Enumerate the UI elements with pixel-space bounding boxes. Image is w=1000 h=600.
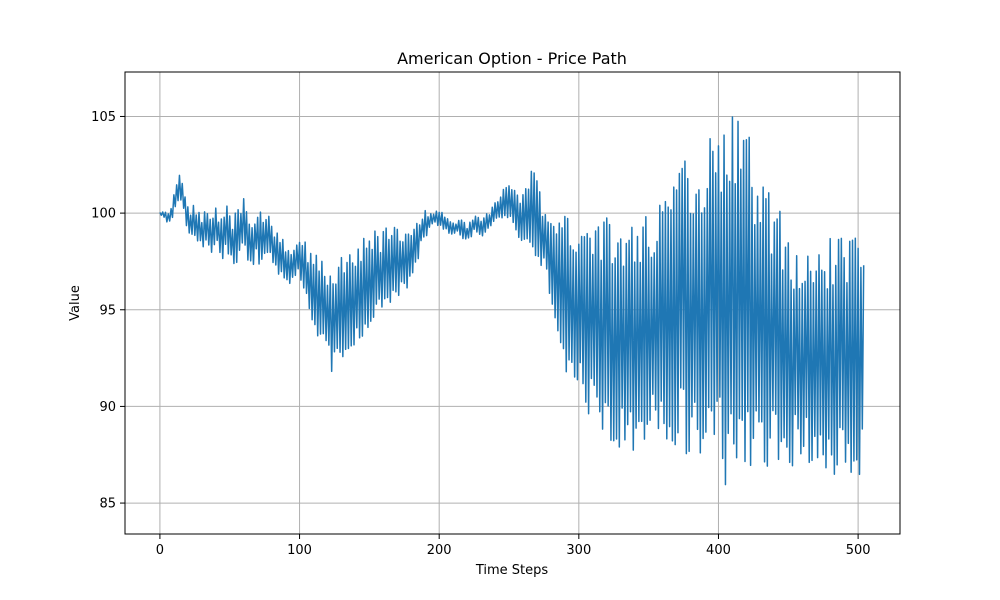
ticks: 0 100 200 300 400 500 85 90 95 100 105	[91, 110, 870, 558]
plot-area-background	[125, 72, 900, 534]
series-layer	[159, 116, 865, 486]
x-tick-label: 400	[706, 543, 731, 558]
y-axis-title: Value	[68, 285, 83, 321]
x-axis-title: Time Steps	[475, 563, 549, 578]
x-tick-label: 300	[566, 543, 591, 558]
chart-title: American Option - Price Path	[397, 49, 627, 68]
y-tick-label: 105	[91, 110, 116, 125]
y-tick-label: 85	[99, 497, 116, 512]
price-path-line	[159, 116, 865, 486]
y-tick-label: 100	[91, 207, 116, 222]
y-tick-label: 90	[99, 400, 116, 415]
x-tick-label: 100	[287, 543, 312, 558]
x-tick-label: 500	[846, 543, 871, 558]
x-tick-label: 200	[427, 543, 452, 558]
plot-frame	[124, 71, 901, 535]
x-tick-label: 0	[156, 543, 164, 558]
y-tick-label: 95	[99, 303, 116, 318]
